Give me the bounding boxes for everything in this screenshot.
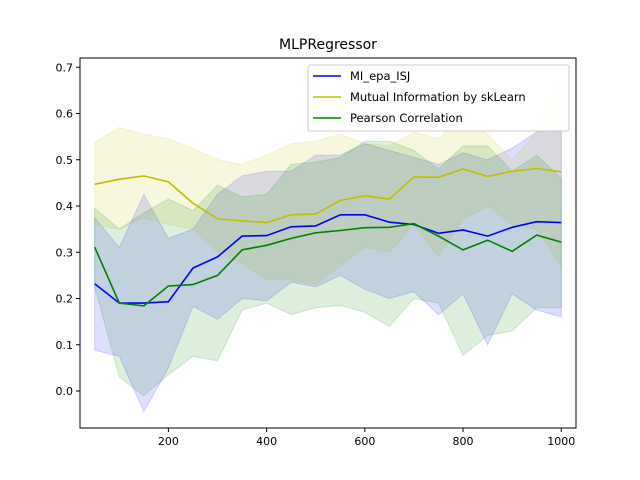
- x-tick-label: 800: [453, 435, 474, 448]
- y-tick-label: 0.6: [56, 108, 74, 121]
- y-tick-label: 0.5: [56, 154, 74, 167]
- legend-entry-3: Pearson Correlation: [350, 111, 463, 125]
- x-tick-label: 600: [354, 435, 375, 448]
- plot-frame: [79, 57, 577, 429]
- band-series-3: [94, 140, 562, 397]
- y-tick-label: 0.7: [56, 61, 74, 74]
- chart-title: MLPRegressor: [279, 37, 377, 53]
- y-tick-label: 0.3: [56, 246, 74, 259]
- legend-entry-2: Mutual Information by skLearn: [350, 90, 526, 104]
- x-tick-label: 1000: [547, 435, 575, 448]
- x-tick-label: 400: [256, 435, 277, 448]
- confidence-bands: [94, 80, 562, 413]
- y-axis: 0.0 0.1 0.2 0.3 0.4 0.5 0.6 0.7: [56, 61, 80, 398]
- band-series-2: [94, 80, 562, 286]
- band-series-1: [94, 129, 562, 413]
- y-tick-label: 0.2: [56, 293, 74, 306]
- y-tick-label: 0.4: [56, 200, 74, 213]
- y-tick-label: 0.0: [56, 385, 74, 398]
- line-series-3: [93, 222, 562, 307]
- x-axis: 200 400 600 800 1000: [158, 428, 575, 448]
- legend-entry-1: MI_epa_ISJ: [350, 69, 410, 83]
- line-series-2: [94, 167, 562, 224]
- x-tick-label: 200: [158, 435, 179, 448]
- legend-box: [307, 64, 570, 132]
- legend: MI_epa_ISJ Mutual Information by skLearn P…: [307, 64, 570, 132]
- y-tick-label: 0.1: [56, 339, 74, 352]
- line-series-1: [94, 214, 562, 304]
- series-lines: [93, 167, 562, 307]
